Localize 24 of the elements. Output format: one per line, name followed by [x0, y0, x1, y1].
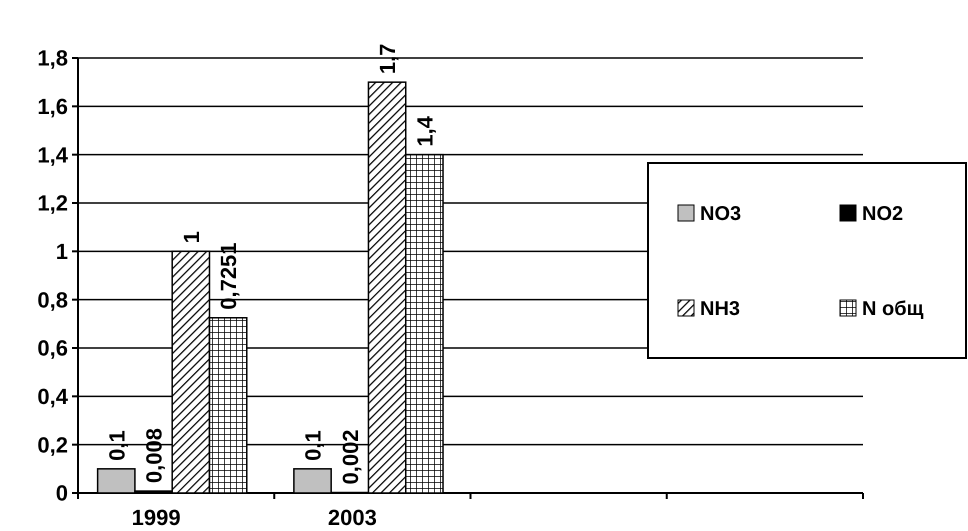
y-tick-label: 1,8: [37, 46, 68, 71]
y-tick-label: 1: [56, 239, 68, 264]
y-tick-label: 1,2: [37, 190, 68, 216]
y-tick-label: 1,4: [37, 142, 69, 168]
y-tick-label: 0,6: [37, 336, 68, 361]
data-label: 0,7251: [216, 242, 242, 310]
y-tick-label: 0,4: [37, 384, 69, 410]
data-label: 1,7: [375, 44, 400, 74]
legend-label: NO2: [862, 203, 904, 225]
legend-label: NO3: [700, 203, 742, 225]
x-tick-label: 1999: [132, 505, 181, 530]
data-label: 1: [178, 231, 204, 244]
data-label: 0,1: [300, 430, 326, 461]
y-tick-label: 0: [56, 480, 68, 506]
x-tick-label: 2003: [328, 505, 377, 530]
y-tick-label: 1,6: [37, 94, 68, 120]
legend-label: NH3: [700, 298, 740, 320]
y-tick-label: 0,8: [37, 287, 68, 312]
legend-label: N общ: [862, 298, 924, 320]
data-label: 0,1: [104, 430, 130, 461]
data-label: 0,002: [338, 429, 363, 485]
data-label: 0,008: [142, 428, 167, 484]
data-label: 1,4: [412, 115, 438, 147]
y-tick-label: 0,2: [37, 432, 68, 458]
